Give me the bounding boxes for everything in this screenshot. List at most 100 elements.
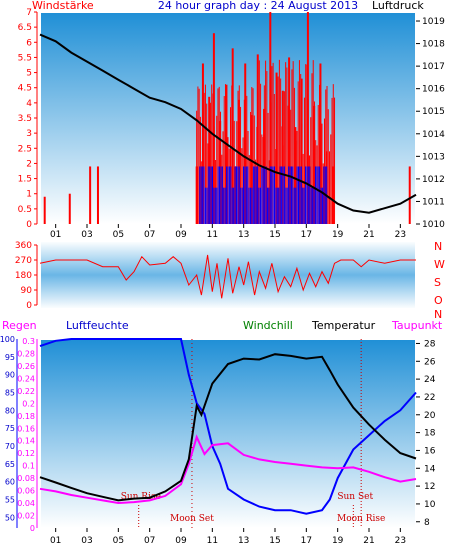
x-tick-label: 15	[269, 536, 280, 546]
pressure-axis: 1010 1011 1012 1013 1014 1015 1016 1017 1018 1019	[416, 17, 445, 230]
direction-tick-label: 360	[15, 241, 32, 251]
x-tick-label: 23	[395, 230, 406, 240]
humidity-tick-label: 50	[5, 513, 15, 522]
wind-tick-label: 4	[26, 99, 32, 109]
x-tick-label: 17	[301, 230, 312, 240]
wind-gust-bar	[68, 193, 71, 224]
x-tick-label: 21	[363, 230, 374, 240]
x-tick-label: 15	[269, 230, 280, 240]
wind-tick-label: 1	[26, 190, 32, 200]
wind-tick-label: 1.5	[18, 175, 32, 185]
rain-tick-label: 0.16	[17, 424, 35, 433]
temperature-tick-label: 14	[424, 464, 436, 474]
wind-tick-label: 4.5	[18, 84, 32, 94]
x-tick-label: 05	[113, 536, 124, 546]
wind-gust-bar	[43, 196, 46, 224]
pressure-tick-label: 1013	[422, 152, 445, 162]
temperature-tick-label: 24	[424, 375, 436, 385]
humidity-tick-label: 90	[5, 371, 15, 380]
pressure-tick-label: 1012	[422, 175, 445, 185]
compass-label: W	[434, 258, 445, 271]
humidity-tick-label: 85	[5, 388, 15, 397]
rain-tick-label: 0.1	[22, 462, 35, 471]
x-tick-label: 23	[395, 536, 406, 546]
rain-tick-label: 0.2	[22, 399, 35, 408]
wind-average-series	[199, 166, 328, 224]
pressure-tick-label: 1018	[422, 40, 445, 50]
rain-tick-label: 0.02	[17, 512, 35, 521]
direction-tick-label: 0	[26, 301, 32, 311]
rain-tick-label: 0.06	[17, 487, 35, 496]
temperature-tick-label: 10	[424, 500, 436, 510]
dewpoint-label: Taupunkt	[391, 319, 443, 332]
temperature-tick-label: 16	[424, 446, 436, 456]
direction-tick-label: 90	[21, 286, 33, 296]
wind-tick-label: 3.5	[18, 114, 32, 124]
direction-degree-axis: 0 90 180 270 360	[15, 241, 38, 311]
direction-panel-background	[39, 240, 417, 310]
rain-tick-label: 0.08	[17, 474, 35, 483]
x-tick-label: 09	[175, 230, 187, 240]
rain-axis: 0 0.02 0.04 0.06 0.08 0.1 0.12 0.14 0.16 0.18 0.2 0…	[17, 337, 38, 533]
humidity-tick-label: 60	[5, 478, 15, 487]
event-label: Moon Set	[170, 514, 214, 524]
x-tick-label: 01	[50, 230, 61, 240]
compass-label: N	[434, 240, 442, 253]
humidity-tick-label: 65	[5, 460, 15, 469]
wind-direction-line	[39, 254, 416, 299]
wind-tick-label: 6	[26, 38, 32, 48]
rain-tick-label: 0.24	[17, 374, 35, 383]
x-tick-label: 11	[207, 230, 218, 240]
x-tick-label: 19	[332, 230, 344, 240]
astro-events: Sun Rise Moon Set Sun Set Moon Rise	[121, 339, 385, 528]
pressure-tick-label: 1016	[422, 85, 445, 95]
wind-tick-label: 5	[26, 69, 32, 79]
rain-tick-label: 0.22	[17, 387, 35, 396]
x-tick-label: 07	[144, 536, 155, 546]
wind-tick-label: 7	[26, 8, 32, 18]
rain-tick-label: 0.18	[17, 412, 35, 421]
x-tick-label: 13	[238, 536, 249, 546]
event-label: Moon Rise	[337, 514, 385, 524]
humidity-tick-label: 55	[5, 495, 15, 504]
pressure-axis-title: Luftdruck	[372, 0, 424, 12]
wind-tick-label: 0	[26, 220, 32, 230]
wind-gust-bar	[96, 166, 99, 224]
humidity-label: Luftfeuchte	[66, 319, 129, 332]
humidity-tick-label: 75	[5, 424, 15, 433]
x-tick-label: 19	[332, 536, 344, 546]
x-tick-label: 21	[363, 536, 374, 546]
rain-tick-label: 0.3	[22, 337, 35, 346]
direction-tick-label: 270	[15, 256, 32, 266]
humidity-tick-label: 70	[5, 442, 15, 451]
compass-label: S	[434, 276, 441, 289]
temperature-axis: 8 10 12 14 16 18 20 22 24 26 28	[416, 339, 436, 528]
x-tick-label: 13	[238, 230, 249, 240]
rain-tick-label: 0.26	[17, 362, 35, 371]
wind-tick-label: 3	[26, 129, 32, 139]
wind-tick-label: 0.5	[18, 205, 32, 215]
compass-label: O	[434, 294, 443, 307]
x-axis-hours-top: 01 03 05 07 09 11 13 15 17 19 21 23	[50, 224, 406, 240]
pressure-line	[39, 33, 417, 214]
rain-tick-label: 0.28	[17, 349, 35, 358]
x-tick-label: 07	[144, 230, 155, 240]
humidity-tick-label: 100	[0, 335, 15, 344]
pressure-tick-label: 1010	[422, 220, 445, 230]
pressure-tick-label: 1011	[422, 197, 445, 207]
temperature-tick-label: 20	[424, 411, 436, 421]
wind-axis-title: Windstärke	[32, 0, 94, 12]
rain-tick-label: 0.04	[17, 499, 35, 508]
x-tick-label: 03	[81, 536, 92, 546]
dewpoint-line	[39, 434, 417, 505]
pressure-tick-label: 1014	[422, 130, 445, 140]
x-tick-label: 09	[175, 536, 187, 546]
humidity-axis: 50 55 60 65 70 75 80 85 90 95 100	[0, 335, 18, 528]
graph-title: 24 hour graph day : 24 August 2013	[158, 0, 358, 12]
pressure-tick-label: 1017	[422, 62, 445, 72]
temperature-line	[39, 353, 417, 502]
temperature-tick-label: 8	[424, 518, 430, 528]
humidity-tick-label: 80	[5, 406, 15, 415]
